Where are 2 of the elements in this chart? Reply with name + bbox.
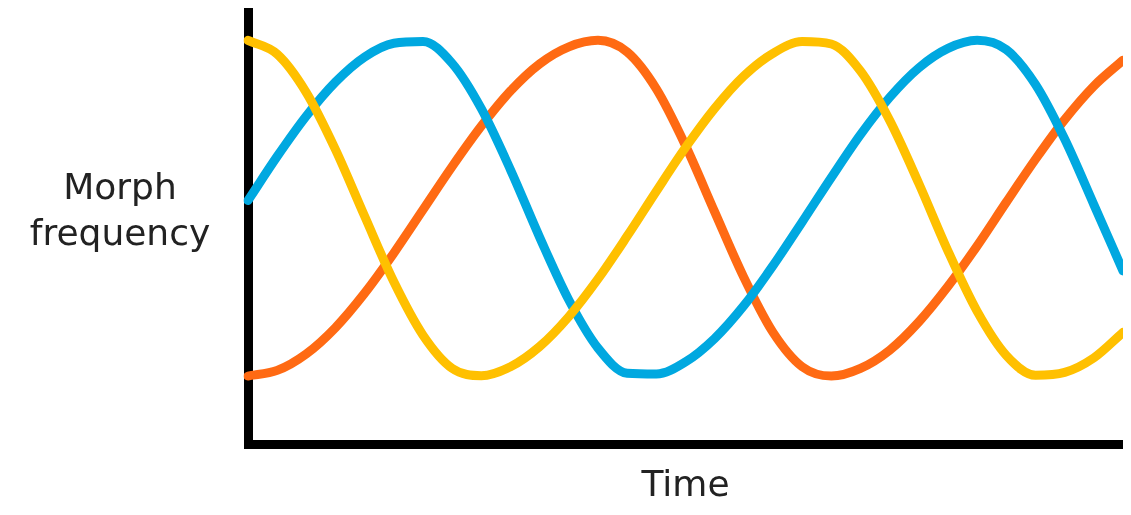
x-axis-title: Time [640,462,730,504]
y-axis-title: Morph frequency [29,166,211,254]
